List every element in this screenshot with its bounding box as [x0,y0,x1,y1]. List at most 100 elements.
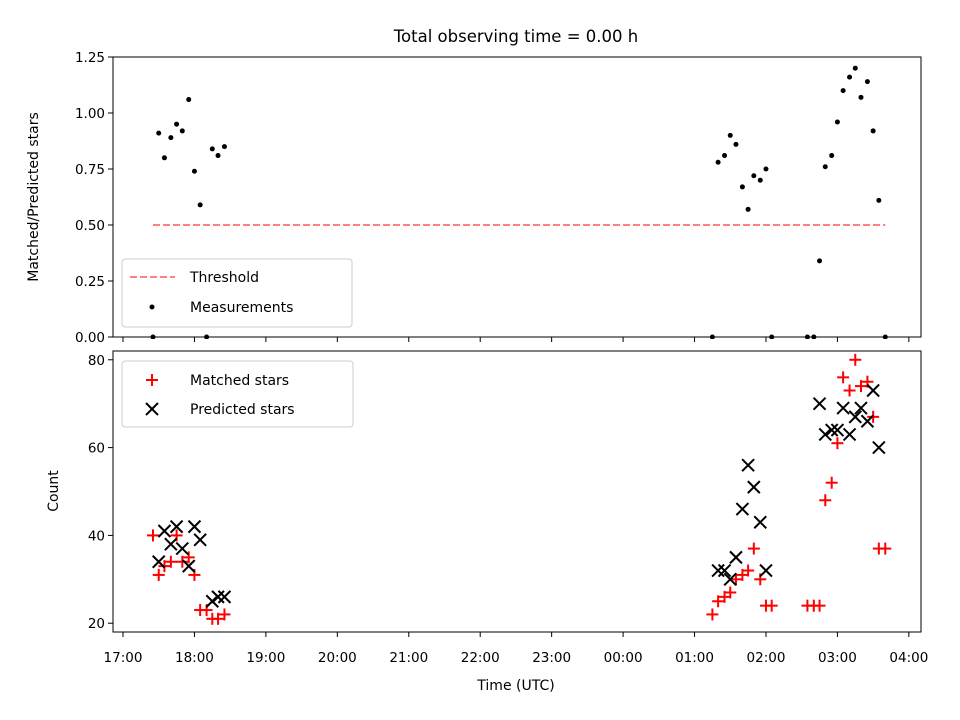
matched-stars-point [854,380,867,393]
predicted-stars-point [175,541,190,556]
predicted-stars-point [729,550,743,565]
legend-matched-label: Matched stars [190,373,289,389]
measurement-point [876,197,882,203]
predicted-stars-point [717,563,732,578]
count-y-tick-label: 20 [88,616,105,632]
x-axis-label: Time (UTC) [476,678,554,694]
measurement-point [840,88,846,94]
x-tick-label: 23:00 [532,650,571,666]
measurement-point [870,128,876,134]
count-plot-frame [112,350,922,633]
x-tick-label: 17:00 [104,650,143,666]
ratio-y-axis-label: Matched/Predicted stars [26,112,42,282]
measurement-point [739,184,745,190]
predicted-stars-point [866,383,880,398]
legend-predicted-label: Predicted stars [190,402,295,418]
x-tick-label: 04:00 [889,650,928,666]
predicted-stars-point [735,502,750,516]
count-x-ticks: 17:00 18:00 19:00 20:00 21:00 22:00 23:00 00:00… [104,632,928,666]
predicted-stars-point [854,401,868,415]
measurement-point [209,146,215,152]
predicted-stars-point [711,563,725,578]
matched-stars-point [843,384,856,397]
x-tick-label: 02:00 [747,650,786,666]
ratio-y-tick-label: 1.00 [75,106,105,122]
count-legend: Matched stars Predicted stars [121,360,354,428]
matched-stars-point [147,529,160,542]
measurement-point [186,97,192,103]
measurement-point [763,166,769,172]
matched-stars-point [765,599,778,612]
count-y-tick-label: 80 [88,353,105,369]
predicted-stars-point [836,401,850,415]
predicted-stars-point [217,590,232,604]
predicted-stars-point [741,458,755,472]
predicted-stars-point [169,519,184,534]
predicted-stars-point [824,423,839,437]
x-tick-label: 03:00 [818,650,857,666]
matched-stars-point [152,568,165,581]
measurement-point [829,153,835,159]
matched-stars-point [729,573,742,586]
measurement-point [822,164,828,170]
count-y-axis-label: Count [46,470,62,512]
measurement-point [161,155,167,161]
matched-stars-point [712,595,725,608]
matched-stars-point [212,612,225,625]
count-marks [147,353,892,625]
ratio-y-tick-label: 0.25 [75,274,105,290]
measurement-point [197,202,203,208]
x-tick-label: 00:00 [604,650,643,666]
matched-stars-point [742,564,755,577]
predicted-stars-point [753,515,767,529]
x-tick-label: 19:00 [246,650,285,666]
measurement-point [858,94,864,100]
measurement-point [864,79,870,85]
legend-threshold-label: Threshold [189,270,259,286]
predicted-stars-point [812,396,827,411]
matched-stars-point [182,551,195,564]
measurement-point [156,130,162,136]
matched-stars-point [747,542,760,555]
ratio-x-ticks [122,337,910,342]
measurement-point [727,132,733,138]
matched-stars-point [724,586,737,599]
measurement-point [745,206,751,212]
measurement-point [174,121,180,127]
predicted-stars-point [211,590,225,604]
predicted-stars-point [193,533,207,547]
predicted-stars-point [182,559,196,573]
ratio-y-ticks: 0.00 0.25 0.50 0.75 1.00 1.25 [75,50,113,346]
measurement-point [179,128,185,134]
measurement-point [847,74,853,80]
predicted-stars-point [818,427,832,442]
predicted-stars-point [842,427,857,442]
legend-predicted-swatch [145,402,159,416]
measurement-point [168,135,174,141]
predicted-stars-point [860,414,875,428]
matched-stars-point [831,437,844,450]
ratio-y-tick-label: 0.50 [75,218,105,234]
measurement-point [722,153,728,159]
matched-stars-point [879,542,892,555]
matched-stars-point [218,608,231,621]
x-tick-label: 20:00 [318,650,357,666]
ratio-legend: Threshold Measurements [121,258,353,328]
count-panel: 20 40 60 80 17:00 18:00 19:00 20:00 21:00 22:00 2… [46,350,928,694]
measurement-point [221,144,227,150]
predicted-stars-point [830,423,845,437]
count-y-ticks: 20 40 60 80 [88,353,113,632]
predicted-stars-point [759,563,773,578]
count-y-tick-label: 40 [88,528,105,544]
ratio-plot-frame [112,56,922,338]
legend-measurements-swatch [149,304,155,310]
measurement-point [191,168,197,174]
measurement-point [751,173,757,179]
measurement-point [733,141,739,147]
matched-stars-point [176,555,189,568]
matched-stars-point [825,476,838,489]
count-plot-area [147,353,892,625]
predicted-stars-point [848,410,862,424]
count-y-tick-label: 60 [88,441,105,457]
measurement-point [834,119,840,125]
